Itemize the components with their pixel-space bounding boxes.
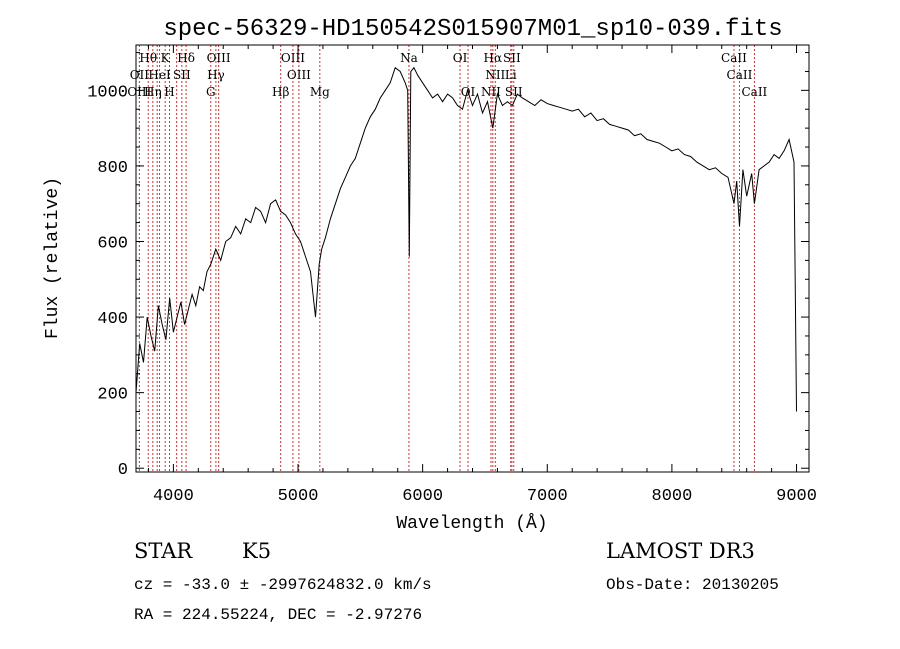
x-tick-label: 6000 xyxy=(402,487,443,506)
line-label: OIII xyxy=(207,51,231,65)
plot-frame xyxy=(135,44,810,473)
line-label: OII xyxy=(130,68,150,82)
x-tick-label: 8000 xyxy=(652,487,693,506)
x-tick-label: 5000 xyxy=(278,487,319,506)
y-tick-label: 400 xyxy=(97,310,128,329)
line-label: SII xyxy=(173,68,191,82)
line-label: SII xyxy=(505,85,523,99)
line-label: G xyxy=(206,85,216,99)
line-label: Li xyxy=(505,68,517,82)
line-label: CaII xyxy=(721,51,747,65)
line-label: Hθ xyxy=(139,51,157,65)
y-tick-label: 1000 xyxy=(87,83,128,102)
y-tick-label: 200 xyxy=(97,386,128,405)
line-label: OI xyxy=(461,85,476,99)
line-label: Hδ xyxy=(177,51,195,65)
line-label: OIII xyxy=(287,68,311,82)
line-label: SII xyxy=(503,51,521,65)
line-label: Hη xyxy=(144,85,162,99)
line-label: HeI xyxy=(148,68,171,82)
object-subclass: K5 xyxy=(242,539,271,563)
redshift-text: cz = -33.0 ± -2997624832.0 km/s xyxy=(134,576,432,594)
line-label: Na xyxy=(400,51,418,65)
line-label: Hα xyxy=(484,51,503,65)
y-axis: 0 200 400 600 800 1000 xyxy=(87,52,809,480)
y-axis-label: Flux (relative) xyxy=(43,177,63,339)
chart-title: spec-56329-HD150542S015907M01_sp10-039.f… xyxy=(163,16,782,43)
line-label: OIII xyxy=(281,51,305,65)
line-label: Mg xyxy=(310,85,330,99)
y-tick-label: 600 xyxy=(97,234,128,253)
line-label: CaII xyxy=(727,68,753,82)
line-label: NII xyxy=(481,85,501,99)
x-axis-label: Wavelength (Å) xyxy=(396,513,547,534)
line-label: OI xyxy=(453,51,468,65)
line-label: CaII xyxy=(741,85,767,99)
line-markers xyxy=(138,45,755,472)
spectrum-line xyxy=(135,66,797,412)
line-label: Hγ xyxy=(207,68,225,82)
x-axis: 4000 5000 6000 7000 8000 9000 xyxy=(147,45,817,506)
x-tick-label: 4000 xyxy=(153,487,194,506)
y-tick-label: 0 xyxy=(118,461,128,480)
line-label: NII xyxy=(485,68,505,82)
line-label: OIII xyxy=(127,85,151,99)
object-class: STAR xyxy=(134,539,193,563)
line-label: H xyxy=(164,85,174,99)
coordinates: RA = 224.55224, DEC = -2.97276 xyxy=(134,606,422,624)
line-label: Hβ xyxy=(272,85,289,99)
obs-date: Obs-Date: 20130205 xyxy=(606,576,779,594)
survey-name: LAMOST DR3 xyxy=(606,539,755,563)
line-label: K xyxy=(161,51,171,65)
y-tick-label: 800 xyxy=(97,159,128,178)
x-tick-label: 7000 xyxy=(527,487,568,506)
x-tick-label: 9000 xyxy=(776,487,817,506)
